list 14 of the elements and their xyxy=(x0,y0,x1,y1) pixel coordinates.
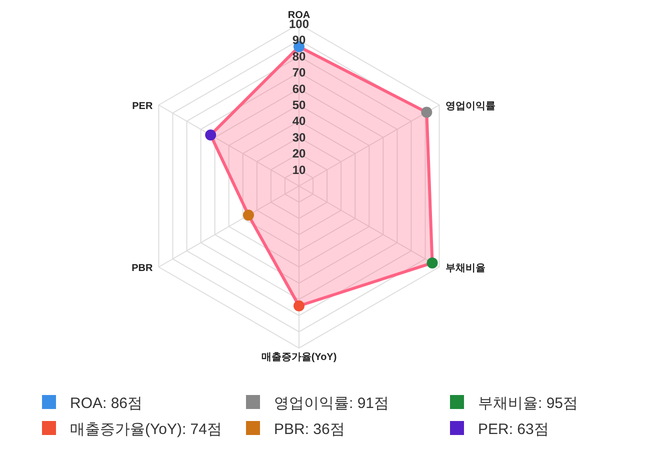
y-tick-label: 60 xyxy=(292,82,306,96)
spoke-label: 매출증가율(YoY) xyxy=(261,352,337,363)
y-tick-label: 40 xyxy=(292,114,306,128)
y-tick-label: 80 xyxy=(292,49,306,64)
spoke-label: 영업이익률 xyxy=(445,101,496,112)
y-tick-label: 10 xyxy=(292,162,306,177)
spoke-label: 부채비율 xyxy=(445,263,486,274)
y-tick-label: 50 xyxy=(292,98,306,112)
notes: ROA: 86점 영업이익률: 91점 부채비율: 95점 매출증가율(YoY): 74점 PBR: 36점 PER: 63점 xyxy=(42,395,578,438)
y-tick-label: 30 xyxy=(292,130,306,144)
y-tick-label: 70 xyxy=(292,66,306,80)
spoke-label: PER xyxy=(132,101,154,112)
y-tick-label: 20 xyxy=(292,146,306,161)
spoke-label: PBR xyxy=(132,263,154,274)
